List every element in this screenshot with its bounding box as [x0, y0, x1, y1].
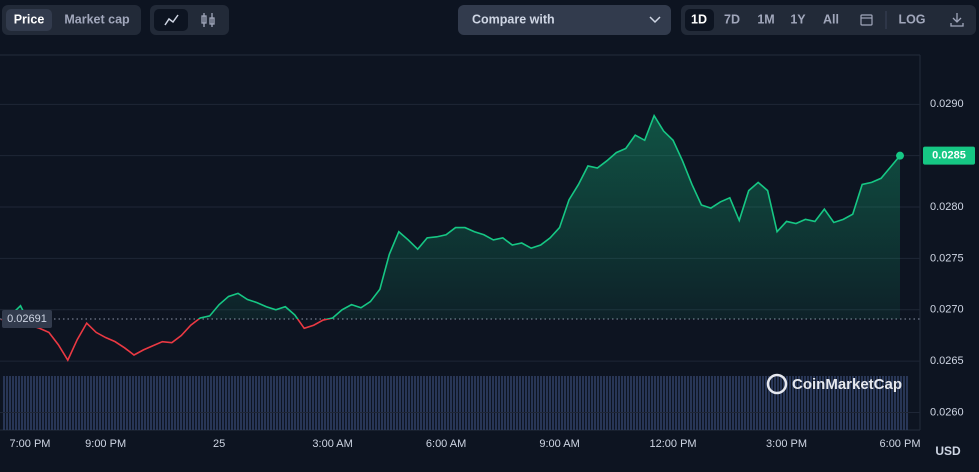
x-tick-label: 3:00 PM — [766, 438, 807, 450]
x-tick-label: 6:00 PM — [880, 438, 921, 450]
reference-badge — [2, 310, 52, 329]
market-cap-label[interactable]: Market cap — [64, 12, 130, 26]
x-tick-label: 6:00 AM — [426, 438, 466, 450]
price-button[interactable] — [6, 9, 52, 31]
download-icon[interactable] — [950, 13, 964, 27]
candle-icon[interactable] — [201, 13, 215, 27]
range-button[interactable]: 7D — [724, 12, 740, 26]
y-tick-label: 0.0270 — [930, 304, 964, 316]
range-button[interactable]: 1Y — [790, 12, 806, 26]
plot: 0.0260 0.0265 0.0270 0.0275 0.0280 0.0285 0.02… — [0, 98, 964, 450]
unit-label: USD — [935, 444, 961, 458]
range-selected — [685, 9, 714, 31]
price-line-up — [1, 113, 901, 320]
volume-band — [3, 376, 909, 430]
price-badge — [923, 146, 975, 165]
price-badge-label: 0.0285 — [932, 150, 966, 162]
reference-label: 0.02691 — [7, 313, 47, 325]
calendar-icon[interactable] — [860, 14, 873, 26]
last-point — [896, 151, 905, 160]
watermark: CoinMarketCap — [792, 376, 902, 393]
x-tick-label: 7:00 PM — [9, 438, 50, 450]
y-tick-label: 0.0265 — [930, 355, 964, 367]
log-button[interactable]: LOG — [898, 12, 925, 26]
y-tick-label: 0.0260 — [930, 406, 964, 418]
price-label[interactable]: Price — [14, 12, 45, 26]
y-tick-label: 0.0275 — [930, 252, 964, 264]
range-button[interactable]: 1D — [691, 12, 707, 26]
x-tick-label: 12:00 PM — [650, 438, 697, 450]
range-button[interactable]: All — [823, 12, 839, 26]
y-tick-label: 0.0280 — [930, 201, 964, 213]
x-tick-label: 25 — [213, 438, 225, 450]
watermark-logo — [766, 373, 788, 395]
compare-label[interactable]: Compare with — [472, 12, 555, 26]
price-area — [1, 115, 901, 320]
compare-dropdown[interactable] — [458, 5, 671, 35]
x-tick-label: 9:00 AM — [539, 438, 579, 450]
range-group — [681, 5, 976, 35]
range-button[interactable]: 1M — [757, 12, 774, 26]
x-tick-label: 9:00 PM — [85, 438, 126, 450]
chevron-icon — [649, 16, 661, 24]
price-line-down — [1, 319, 332, 362]
y-tick-label: 0.0290 — [930, 98, 964, 110]
line-icon — [164, 14, 179, 26]
x-tick-label: 3:00 AM — [312, 438, 352, 450]
